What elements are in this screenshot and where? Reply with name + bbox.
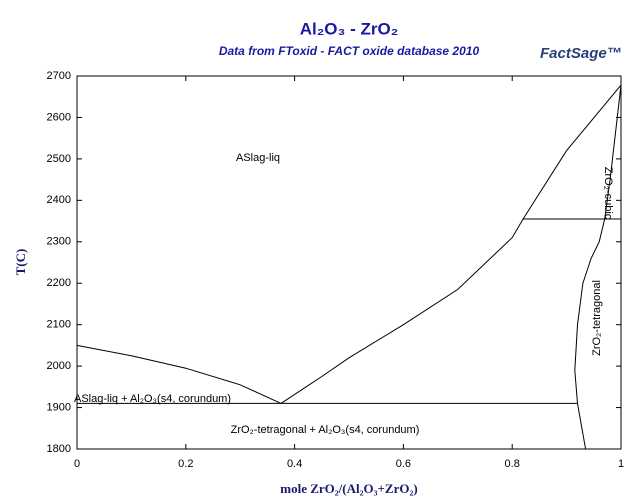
phase-boundary (280, 84, 622, 404)
chart-subtitle: Data from FToxid - FACT oxide database 2… (219, 44, 480, 58)
y-tick-label: 2700 (47, 70, 71, 82)
phase-label: ASlag-liq + Al₂O₃(s4, corundum) (74, 393, 231, 405)
y-tick-label: 2400 (47, 194, 71, 206)
phase-label: ZrO₂-tetragonal + Al₂O₃(s4, corundum) (231, 424, 420, 436)
phase-label: ZrO₂-cubic (602, 167, 614, 220)
x-tick-label: 0 (74, 458, 80, 470)
plot-frame (76, 75, 622, 450)
x-axis-label: mole ZrO₂/(Al₂O₃+ZrO₂) (280, 481, 417, 496)
logo: FactSage™ (540, 45, 622, 62)
y-axis-label: T(C) (13, 249, 28, 276)
y-tick-label: 2200 (47, 277, 71, 289)
y-tick-label: 2300 (47, 236, 71, 248)
y-tick-label: 1900 (47, 401, 71, 413)
y-tick-label: 2500 (47, 153, 71, 165)
phase-label: ZrO₂-tetragonal (591, 280, 603, 356)
y-tick-label: 2600 (47, 111, 71, 123)
y-tick-label: 2000 (47, 360, 71, 372)
y-tick-label: 1800 (47, 443, 71, 455)
x-tick-label: 0.8 (505, 458, 520, 470)
x-tick-label: 0.2 (178, 458, 193, 470)
phase-boundary (574, 85, 622, 450)
chart-title: Al₂O₃ - ZrO₂ (300, 19, 399, 38)
x-tick-label: 1 (618, 458, 624, 470)
x-tick-label: 0.6 (396, 458, 411, 470)
y-tick-label: 2100 (47, 319, 71, 331)
x-tick-label: 0.4 (287, 458, 302, 470)
phase-label: ASlag-liq (236, 152, 280, 164)
phase-boundary (76, 344, 282, 404)
